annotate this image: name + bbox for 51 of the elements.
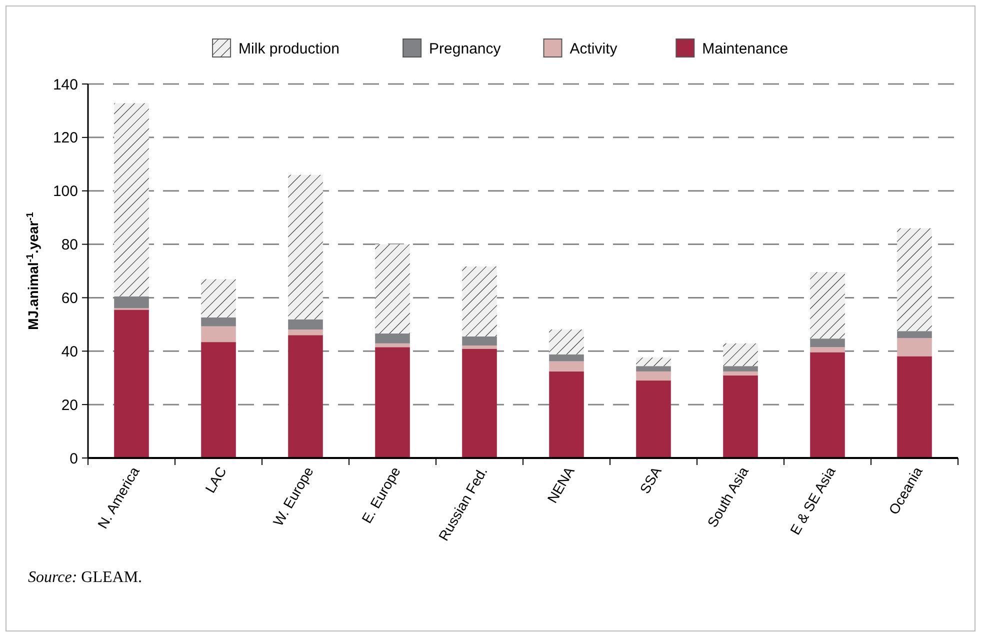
bar — [114, 103, 149, 296]
y-tick-label: 40 — [61, 343, 78, 360]
bar — [375, 244, 410, 334]
y-tick-label: 100 — [52, 183, 78, 200]
bar — [897, 228, 932, 332]
bar — [897, 356, 932, 458]
bar — [201, 317, 236, 326]
bar — [375, 334, 410, 344]
bar — [636, 366, 671, 372]
bar — [810, 272, 845, 339]
bar — [723, 366, 758, 372]
bar — [462, 266, 497, 336]
bar — [723, 375, 758, 458]
bar — [462, 348, 497, 458]
bar — [636, 380, 671, 458]
y-tick-label: 140 — [52, 76, 78, 94]
bar — [810, 347, 845, 352]
legend-label: Maintenance — [702, 40, 788, 58]
legend-label: Milk production — [238, 40, 340, 58]
bar — [288, 319, 323, 330]
bar — [549, 371, 584, 458]
y-tick-label: 60 — [61, 290, 78, 307]
bar — [897, 331, 932, 338]
y-tick-label: 0 — [70, 450, 78, 468]
bar — [549, 361, 584, 372]
bar — [375, 343, 410, 348]
bar — [201, 326, 236, 342]
bar — [810, 352, 845, 458]
y-tick-label: 80 — [61, 236, 78, 254]
y-tick-label: 120 — [52, 130, 78, 147]
bar — [636, 371, 671, 381]
bar — [636, 358, 671, 366]
legend-label: Pregnancy — [429, 40, 502, 58]
bar — [462, 336, 497, 346]
bar — [549, 354, 584, 362]
bar — [288, 330, 323, 336]
bar — [201, 342, 236, 458]
legend-label: Activity — [570, 40, 618, 58]
bar — [549, 330, 584, 354]
bar — [375, 347, 410, 458]
bar — [723, 371, 758, 376]
bar — [462, 346, 497, 349]
bar — [288, 174, 323, 320]
bar — [897, 338, 932, 356]
y-tick-label: 20 — [61, 396, 78, 414]
bar — [114, 310, 149, 458]
bar — [201, 279, 236, 318]
bar — [288, 335, 323, 458]
bar — [810, 338, 845, 348]
source-note: Source: GLEAM. — [28, 569, 142, 586]
bar — [723, 343, 758, 366]
